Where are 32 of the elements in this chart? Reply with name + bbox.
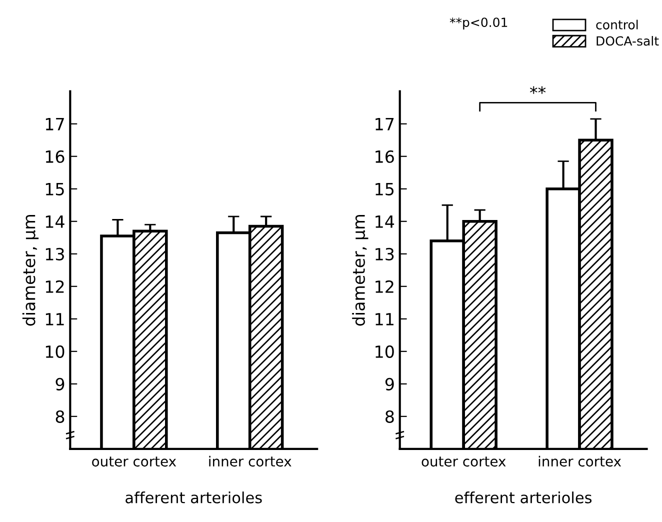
- y-tick-label: 15: [46, 183, 64, 196]
- y-tick-label: 17: [376, 118, 394, 130]
- x-tick-label: outer cortex: [422, 456, 506, 467]
- y-tick-label: 10: [376, 345, 394, 358]
- y-tick-label: 12: [46, 280, 64, 293]
- y-tick-label: 14: [376, 216, 394, 228]
- y-tick-label: 8: [56, 410, 64, 423]
- x-tick-label: inner cortex: [209, 456, 292, 467]
- y-tick-label: 13: [46, 248, 64, 260]
- text: **p<0.01: [450, 18, 508, 30]
- y-tick-label: 16: [376, 150, 394, 163]
- annotation: **: [530, 86, 546, 94]
- y-tick-label: 8: [386, 410, 394, 423]
- y-tick-label: 9: [56, 378, 64, 390]
- y-axis-title: diameter, μm: [22, 215, 39, 326]
- y-axis-title: diameter, μm: [352, 215, 368, 326]
- x-axis-title: efferent arterioles: [455, 492, 592, 504]
- y-tick-label: 15: [376, 183, 394, 196]
- y-tick-label: 10: [46, 345, 64, 358]
- y-tick-label: 14: [46, 216, 64, 228]
- x-tick-label: outer cortex: [92, 456, 176, 467]
- y-tick-label: 16: [46, 150, 64, 163]
- y-tick-label: 17: [46, 118, 64, 130]
- y-tick-label: 11: [46, 313, 64, 326]
- y-tick-label: 9: [385, 378, 394, 390]
- legend-label: control: [596, 20, 638, 30]
- x-tick-label: inner cortex: [538, 456, 622, 467]
- legend-label: DOCA-salt: [596, 36, 659, 46]
- y-tick-label: 12: [376, 280, 394, 293]
- x-axis-title: afferent arterioles: [126, 492, 262, 504]
- y-tick-label: 11: [376, 313, 394, 326]
- y-tick-label: 13: [376, 248, 394, 260]
